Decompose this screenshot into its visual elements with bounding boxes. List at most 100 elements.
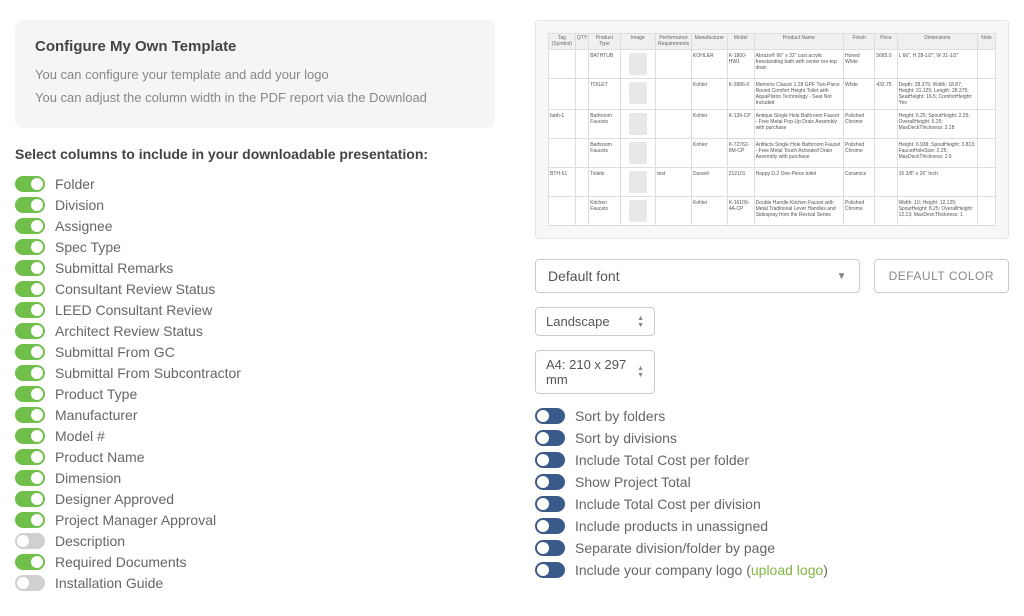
toggle-include-products-in-unassigned[interactable]: [535, 518, 565, 534]
toggle-label: Division: [55, 197, 104, 213]
product-image-icon: [629, 82, 647, 104]
toggle-designer-approved[interactable]: [15, 491, 45, 507]
preview-cell: [875, 110, 897, 139]
toggle-installation-guide[interactable]: [15, 575, 45, 591]
config-title: Configure My Own Template: [35, 38, 475, 55]
font-select[interactable]: Default font ▼: [535, 259, 860, 293]
preview-cell: [575, 139, 588, 168]
preview-cell: [620, 79, 656, 110]
preview-cell: Antique Single Hole Bathroom Faucet - Fr…: [754, 110, 843, 139]
preview-cell: Width: 10; Height: 12.125; SpoutHeight: …: [897, 197, 977, 226]
preview-table: Tag (Symbol)QTYProduct TypeImagePerforma…: [548, 33, 996, 226]
preview-cell: Duravit: [692, 168, 728, 197]
logo-prefix: Include your company logo (: [575, 562, 751, 578]
preview-cell: BATHTUB: [589, 50, 620, 79]
column-toggle-row: Manufacturer: [15, 407, 495, 423]
toggle-label: Manufacturer: [55, 407, 137, 423]
column-toggle-row: Product Type: [15, 386, 495, 402]
column-toggle-row: Consultant Review Status: [15, 281, 495, 297]
toggle-consultant-review-status[interactable]: [15, 281, 45, 297]
preview-cell: Polished Chrome: [843, 110, 874, 139]
preview-cell: 212101: [727, 168, 754, 197]
preview-cell: bath-1: [549, 110, 576, 139]
preview-header: Finish: [843, 34, 874, 50]
toggle-product-type[interactable]: [15, 386, 45, 402]
toggle-label: Submittal From GC: [55, 344, 175, 360]
preview-cell: Happy D.2 One-Piece toilet: [754, 168, 843, 197]
preview-cell: Toilets: [589, 168, 620, 197]
preview-cell: test: [656, 168, 692, 197]
preview-cell: K-72762-9M-CP: [727, 139, 754, 168]
preview-header: Note: [978, 34, 996, 50]
toggle-division[interactable]: [15, 197, 45, 213]
toggle-label: Description: [55, 533, 125, 549]
toggle-manufacturer[interactable]: [15, 407, 45, 423]
toggle-sort-by-divisions[interactable]: [535, 430, 565, 446]
toggle-architect-review-status[interactable]: [15, 323, 45, 339]
preview-cell: Polished Chrome: [843, 197, 874, 226]
toggle-product-name[interactable]: [15, 449, 45, 465]
preview-cell: [978, 197, 996, 226]
toggle-spec-type[interactable]: [15, 239, 45, 255]
option-label: Show Project Total: [575, 474, 691, 490]
preview-cell: Bathroom Faucets: [589, 139, 620, 168]
toggle-dimension[interactable]: [15, 470, 45, 486]
paper-size-select[interactable]: A4: 210 x 297 mm ▲▼: [535, 350, 655, 394]
toggle-include-logo[interactable]: [535, 562, 565, 578]
preview-cell: [575, 50, 588, 79]
preview-cell: Abrazo® 66" x 32" cast acrylic freestand…: [754, 50, 843, 79]
upload-logo-link[interactable]: upload logo: [751, 562, 823, 578]
toggle-submittal-from-gc[interactable]: [15, 344, 45, 360]
toggle-show-project-total[interactable]: [535, 474, 565, 490]
toggle-include-total-cost-per-division[interactable]: [535, 496, 565, 512]
preview-cell: [620, 168, 656, 197]
toggle-folder[interactable]: [15, 176, 45, 192]
stepper-icon: ▲▼: [637, 365, 644, 379]
toggle-sort-by-folders[interactable]: [535, 408, 565, 424]
toggle-required-documents[interactable]: [15, 554, 45, 570]
option-toggle-row: Include Total Cost per division: [535, 496, 1009, 512]
column-toggle-row: Division: [15, 197, 495, 213]
default-color-button[interactable]: DEFAULT COLOR: [874, 259, 1009, 293]
toggle-description[interactable]: [15, 533, 45, 549]
preview-header: Model: [727, 34, 754, 50]
preview-row: Bathroom FaucetsKohlerK-72762-9M-CPArtif…: [549, 139, 996, 168]
column-toggle-row: Designer Approved: [15, 491, 495, 507]
config-info-box: Configure My Own Template You can config…: [15, 20, 495, 128]
column-toggle-row: Required Documents: [15, 554, 495, 570]
preview-cell: 5685.0: [875, 50, 897, 79]
toggle-label: Spec Type: [55, 239, 121, 255]
preview-cell: [549, 50, 576, 79]
toggle-label: Designer Approved: [55, 491, 174, 507]
toggle-include-total-cost-per-folder[interactable]: [535, 452, 565, 468]
preview-header: Dimensions: [897, 34, 977, 50]
toggle-leed-consultant-review[interactable]: [15, 302, 45, 318]
pdf-preview: Tag (Symbol)QTYProduct TypeImagePerforma…: [535, 20, 1009, 239]
preview-cell: [620, 110, 656, 139]
preview-header: Product Name: [754, 34, 843, 50]
font-select-value: Default font: [548, 268, 620, 284]
column-toggle-row: Architect Review Status: [15, 323, 495, 339]
toggle-label: Submittal From Subcontractor: [55, 365, 241, 381]
toggle-model-[interactable]: [15, 428, 45, 444]
toggle-project-manager-approval[interactable]: [15, 512, 45, 528]
preview-cell: [656, 50, 692, 79]
column-toggle-row: Product Name: [15, 449, 495, 465]
toggle-submittal-remarks[interactable]: [15, 260, 45, 276]
caret-down-icon: ▼: [837, 271, 847, 282]
preview-cell: [575, 168, 588, 197]
toggle-separate-division-folder-by-page[interactable]: [535, 540, 565, 556]
preview-cell: Kohler: [692, 139, 728, 168]
column-toggle-row: Model #: [15, 428, 495, 444]
toggle-label: Assignee: [55, 218, 113, 234]
orientation-select[interactable]: Landscape ▲▼: [535, 307, 655, 336]
column-toggle-row: Project Manager Approval: [15, 512, 495, 528]
preview-cell: Honed White: [843, 50, 874, 79]
toggle-submittal-from-subcontractor[interactable]: [15, 365, 45, 381]
preview-cell: K-139-CP: [727, 110, 754, 139]
preview-cell: [978, 79, 996, 110]
preview-cell: 15 3/8" x 26" Inch: [897, 168, 977, 197]
toggle-label: Product Type: [55, 386, 137, 402]
toggle-assignee[interactable]: [15, 218, 45, 234]
preview-row: TOILETKohlerK-3986-0Memoirs Classic 1.28…: [549, 79, 996, 110]
